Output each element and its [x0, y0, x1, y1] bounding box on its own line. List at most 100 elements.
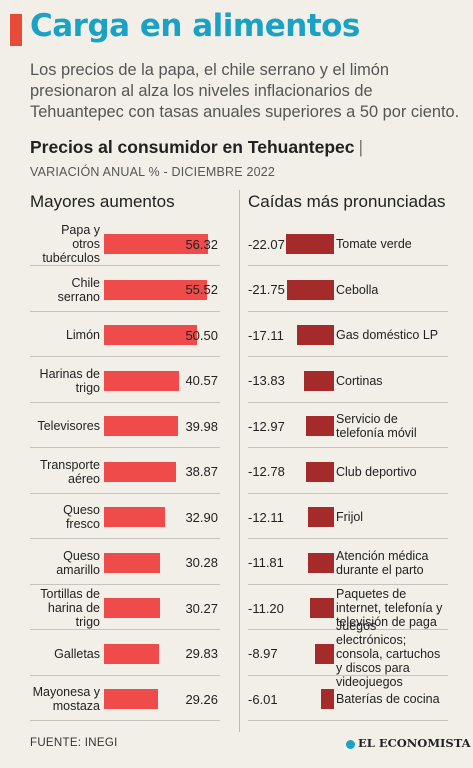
chart-subtitle-text: Precios al consumidor en Tehuantepec: [30, 137, 355, 157]
decrease-row: -22.07 Tomate verde: [248, 222, 448, 266]
row-separator: [248, 265, 448, 266]
chart-subtitle: Precios al consumidor en Tehuantepec |: [30, 137, 363, 158]
chart-meta: VARIACIÓN ANUAL % - DICIEMBRE 2022: [30, 165, 276, 179]
decrease-bar: [286, 234, 334, 254]
increase-value-label: 55.52: [185, 282, 218, 297]
row-separator: [248, 492, 448, 494]
increase-category-label: Tortillas de harina de trigo: [40, 587, 100, 629]
decrease-category-label: Frijol: [336, 510, 364, 524]
decrease-value-label: -17.11: [248, 327, 284, 343]
decrease-row: -17.11 Gas doméstico LP: [248, 313, 448, 357]
row-separator: [30, 401, 220, 403]
decrease-category-label: Club deportivo: [336, 464, 417, 479]
increase-row: Galletas 29.83: [30, 632, 220, 676]
increase-category-label: Galletas: [54, 646, 100, 661]
increase-category-label: Televisores: [37, 419, 100, 433]
increase-row: Chile serrano 55.52: [30, 268, 220, 312]
increase-bar: [104, 279, 207, 300]
decrease-value-label: -11.20: [248, 600, 284, 616]
column-divider: [239, 190, 240, 732]
increase-category-label: Queso fresco: [63, 503, 100, 531]
source-note: FUENTE: INEGI: [30, 737, 118, 749]
decrease-bar: [307, 507, 334, 527]
decrease-category-label: Paquetes de internet, telefonía y televi…: [336, 587, 443, 629]
increase-category-label: Mayonesa y mostaza: [32, 685, 100, 713]
decrease-bar: [305, 416, 334, 436]
decrease-row: -12.11 Frijol: [248, 495, 448, 539]
increase-category-label: Chile serrano: [57, 275, 100, 304]
decrease-value-label: -6.01: [248, 691, 278, 707]
decrease-bar: [303, 370, 334, 391]
increase-bar: [104, 507, 165, 527]
increase-value-label: 50.50: [185, 327, 218, 343]
decrease-category-label: Baterías de cocina: [336, 692, 440, 706]
decrease-row: -11.81 Atención médica durante el parto: [248, 541, 448, 585]
increase-row: Limón 50.50: [30, 313, 220, 357]
increase-value-label: 30.28: [185, 555, 218, 570]
decrease-bar: [306, 461, 334, 482]
decreases-heading: Caídas más pronunciadas: [248, 192, 446, 211]
decrease-value-label: -22.07: [248, 236, 285, 252]
increase-bar: [104, 598, 160, 618]
row-separator: [248, 720, 448, 721]
decrease-bar: [296, 325, 334, 345]
row-separator: [30, 492, 220, 494]
increase-value-label: 29.83: [185, 646, 218, 661]
row-separator: [248, 629, 448, 630]
increase-category-label: Transporte aéreo: [40, 457, 100, 486]
decrease-category-label: Juegos electrónicos; consola, cartuchos …: [336, 618, 441, 689]
row-separator: [30, 356, 220, 357]
row-separator: [30, 447, 220, 448]
increase-category-label: Papa y otros tubérculos: [42, 223, 100, 265]
increase-row: Transporte aéreo 38.87: [30, 450, 220, 494]
decrease-value-label: -13.83: [248, 373, 285, 388]
increase-row: Mayonesa y mostaza 29.26: [30, 677, 220, 721]
decrease-row: -11.20 Paquetes de internet, telefonía y …: [248, 586, 448, 630]
increase-category-label: Queso amarillo: [56, 548, 100, 577]
row-separator: [248, 401, 448, 403]
increase-bar: [104, 234, 208, 254]
brand-dot-icon: [346, 739, 355, 749]
increase-bar: [104, 689, 159, 709]
decrease-bar: [320, 689, 334, 709]
brand-name: EL ECONOMISTA: [358, 736, 471, 750]
brand-logo: EL ECONOMISTA: [346, 736, 471, 750]
increase-value-label: 39.98: [185, 418, 218, 434]
decrease-row: -13.83 Cortinas: [248, 359, 448, 403]
decrease-value-label: -12.97: [248, 418, 285, 434]
row-separator: [30, 538, 220, 539]
increase-category-label: Harinas de trigo: [39, 366, 100, 395]
increase-row: Tortillas de harina de trigo 30.27: [30, 586, 220, 630]
decrease-row: -8.97 Juegos electrónicos; consola, cartu…: [248, 618, 448, 689]
row-separator: [248, 310, 448, 312]
increase-value-label: 40.57: [185, 373, 218, 388]
increase-row: Papa y otros tubérculos 56.32: [30, 222, 220, 266]
increase-bar: [104, 552, 160, 573]
increase-value-label: 32.90: [185, 509, 218, 525]
increase-value-label: 29.26: [185, 691, 218, 707]
decrease-category-label: Atención médica durante el parto: [336, 548, 429, 577]
row-separator: [30, 720, 220, 721]
row-separator: [248, 538, 448, 539]
increase-row: Queso fresco 32.90: [30, 495, 220, 539]
decrease-bar: [314, 643, 334, 664]
decrease-category-label: Servicio de telefonía móvil: [336, 412, 417, 440]
increase-value-label: 38.87: [185, 464, 218, 479]
increase-bar: [104, 370, 179, 391]
title-accent: [10, 14, 22, 46]
decrease-row: -6.01 Baterías de cocina: [248, 677, 448, 721]
decrease-bar: [309, 598, 334, 618]
row-separator: [248, 356, 448, 357]
row-separator: [30, 583, 220, 585]
increase-bar: [104, 416, 178, 436]
increase-category-label: Limón: [65, 328, 100, 342]
increase-row: Queso amarillo 30.28: [30, 541, 220, 585]
decrease-category-label: Cortinas: [336, 373, 383, 388]
decrease-value-label: -12.78: [248, 464, 285, 479]
decrease-category-label: Cebolla: [336, 282, 379, 297]
row-separator: [30, 629, 220, 630]
increase-row: Televisores 39.98: [30, 404, 220, 448]
increase-bar: [104, 461, 176, 482]
decrease-category-label: Gas doméstico LP: [336, 328, 439, 342]
decrease-row: -21.75 Cebolla: [248, 268, 448, 312]
